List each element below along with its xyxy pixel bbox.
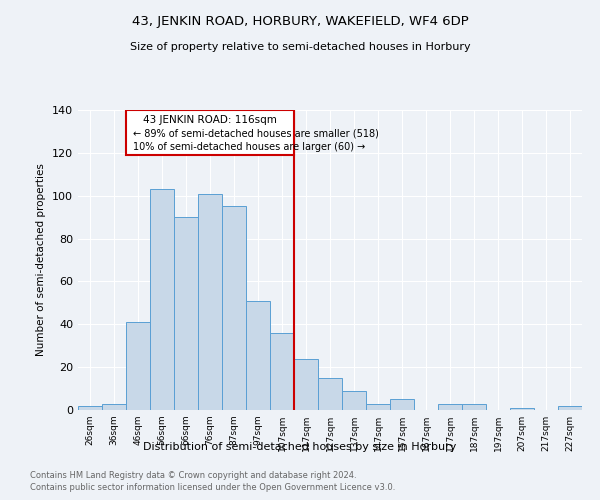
Bar: [390, 400, 414, 410]
Bar: [174, 217, 198, 410]
Bar: [222, 206, 246, 410]
Text: 10% of semi-detached houses are larger (60) →: 10% of semi-detached houses are larger (…: [133, 142, 365, 152]
Bar: [150, 190, 174, 410]
Bar: [246, 300, 270, 410]
Text: Distribution of semi-detached houses by size in Horbury: Distribution of semi-detached houses by …: [143, 442, 457, 452]
Bar: [294, 358, 318, 410]
Bar: [270, 333, 294, 410]
Bar: [78, 406, 102, 410]
FancyBboxPatch shape: [126, 110, 294, 155]
Text: Size of property relative to semi-detached houses in Horbury: Size of property relative to semi-detach…: [130, 42, 470, 52]
Bar: [342, 390, 366, 410]
Bar: [102, 404, 126, 410]
Bar: [366, 404, 390, 410]
Text: Contains public sector information licensed under the Open Government Licence v3: Contains public sector information licen…: [30, 484, 395, 492]
Bar: [126, 322, 150, 410]
Y-axis label: Number of semi-detached properties: Number of semi-detached properties: [37, 164, 46, 356]
Bar: [198, 194, 222, 410]
Bar: [438, 404, 462, 410]
Bar: [558, 406, 582, 410]
Text: 43 JENKIN ROAD: 116sqm: 43 JENKIN ROAD: 116sqm: [143, 114, 277, 124]
Text: Contains HM Land Registry data © Crown copyright and database right 2024.: Contains HM Land Registry data © Crown c…: [30, 471, 356, 480]
Bar: [510, 408, 534, 410]
Bar: [462, 404, 486, 410]
Text: ← 89% of semi-detached houses are smaller (518): ← 89% of semi-detached houses are smalle…: [133, 128, 379, 138]
Text: 43, JENKIN ROAD, HORBURY, WAKEFIELD, WF4 6DP: 43, JENKIN ROAD, HORBURY, WAKEFIELD, WF4…: [131, 15, 469, 28]
Bar: [318, 378, 342, 410]
